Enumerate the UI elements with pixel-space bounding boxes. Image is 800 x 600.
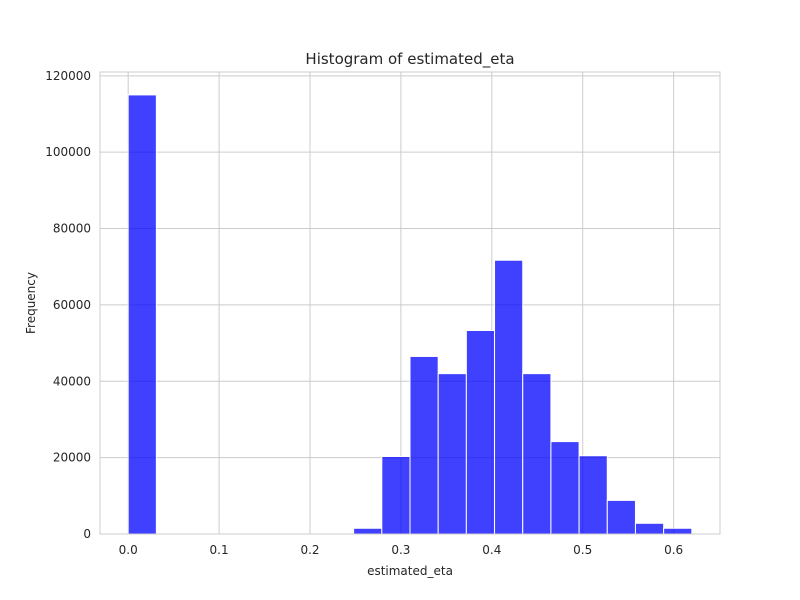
x-tick-label: 0.4 [482, 543, 501, 557]
x-tick-labels: 0.0 0.1 0.2 0.3 0.4 0.5 0.6 [119, 543, 684, 557]
chart-title: Histogram of estimated_eta [305, 50, 514, 69]
histogram-bar [550, 441, 580, 535]
histogram-bar [353, 527, 383, 535]
histogram-bar [634, 522, 665, 535]
histogram-bar [381, 455, 411, 535]
histogram-bar [606, 499, 636, 535]
y-tick-label: 100000 [45, 145, 91, 159]
x-tick-label: 0.5 [573, 543, 592, 557]
y-axis-label: Frequency [24, 272, 38, 334]
histogram-bar [127, 94, 157, 535]
bar-layer [127, 94, 693, 535]
x-tick-label: 0.0 [119, 543, 138, 557]
x-axis-label: estimated_eta [367, 564, 453, 578]
y-tick-label: 60000 [53, 298, 91, 312]
grid-layer [100, 72, 720, 535]
y-tick-label: 80000 [53, 222, 91, 236]
y-tick-labels: 0 20000 40000 60000 80000 100000 120000 [45, 69, 91, 541]
histogram-bar [465, 329, 496, 535]
x-tick-label: 0.3 [391, 543, 410, 557]
plot-frame [99, 71, 721, 535]
y-tick-label: 40000 [53, 374, 91, 388]
y-tick-label: 0 [83, 527, 91, 541]
histogram-bar [437, 373, 467, 535]
y-tick-label: 20000 [53, 451, 91, 465]
x-tick-label: 0.1 [210, 543, 229, 557]
x-tick-label: 0.6 [664, 543, 683, 557]
histogram-bar [522, 373, 552, 535]
histogram-bar [663, 527, 693, 535]
histogram-bar [578, 455, 608, 535]
histogram-bar [494, 259, 524, 535]
x-tick-label: 0.2 [300, 543, 319, 557]
y-tick-label: 120000 [45, 69, 91, 83]
histogram-bar [409, 355, 439, 535]
